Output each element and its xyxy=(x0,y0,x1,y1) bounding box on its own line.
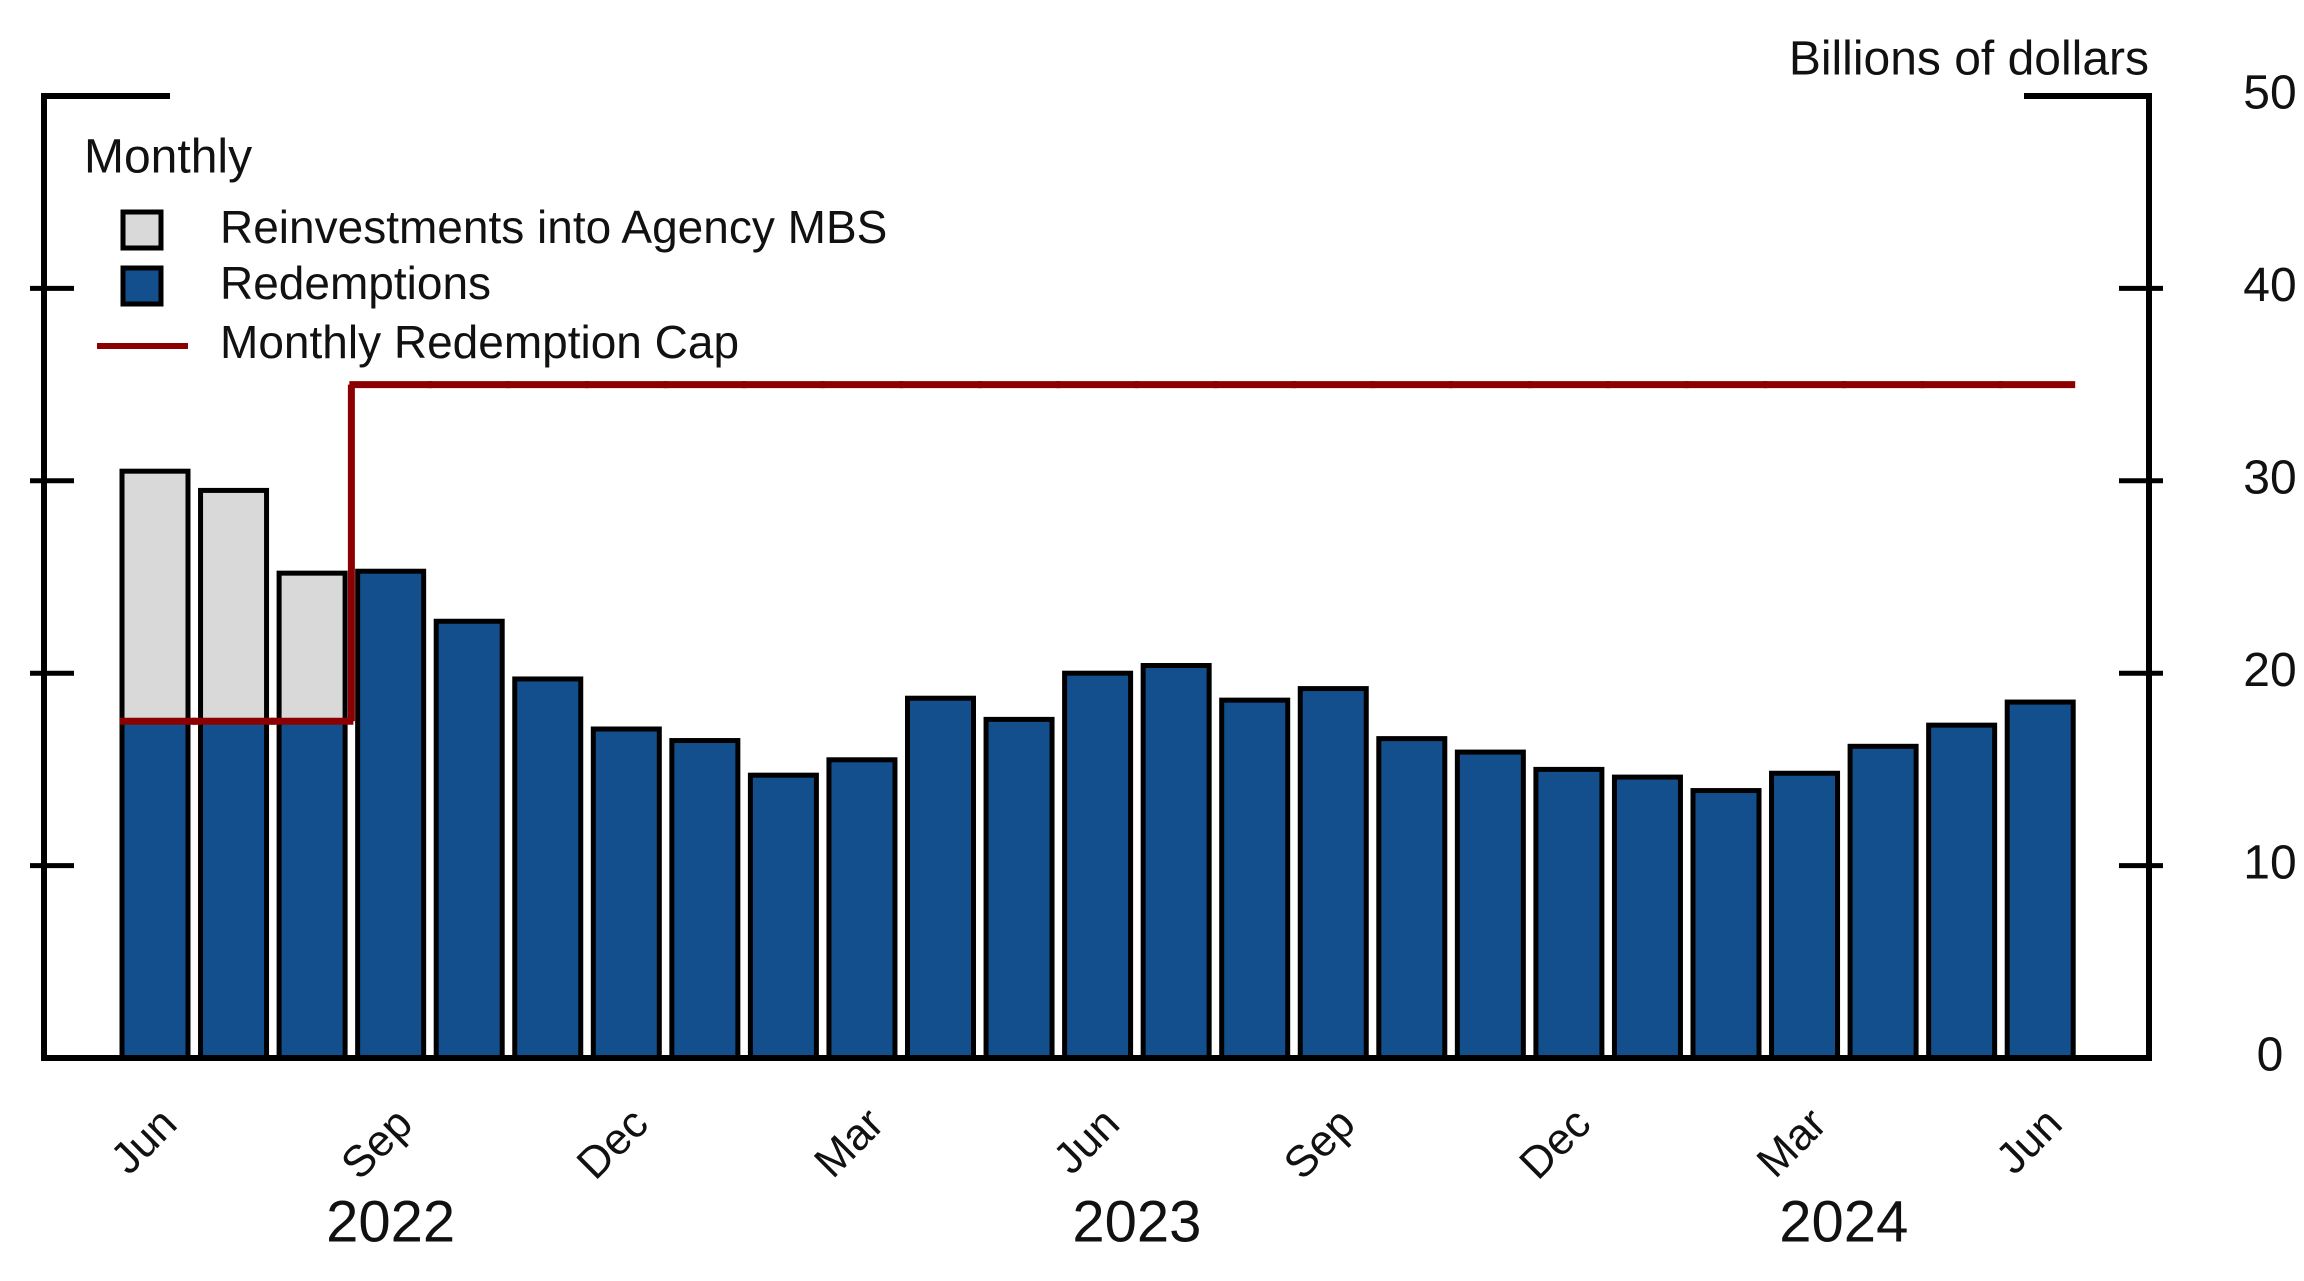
bar xyxy=(1219,697,1291,1061)
bar xyxy=(1533,766,1605,1061)
legend-title: Monthly xyxy=(84,131,252,184)
bar xyxy=(1769,770,1841,1061)
bar xyxy=(355,568,427,1061)
x-tick-label: Jun xyxy=(101,1099,186,1184)
axis-label: Billions of dollars xyxy=(1789,33,2149,86)
bar xyxy=(119,718,191,1061)
bar xyxy=(905,695,976,1061)
y-tick-label: 10 xyxy=(2243,836,2296,889)
x-tick-label: Sep xyxy=(332,1099,422,1189)
x-tick-label: Dec xyxy=(568,1099,658,1189)
legend: Reinvestments into Agency MBS Redemption… xyxy=(97,201,887,368)
y-tick-label: 0 xyxy=(2257,1029,2284,1082)
year-label: 2022 xyxy=(326,1189,455,1254)
bar xyxy=(669,738,741,1061)
bar xyxy=(276,718,348,1061)
bar xyxy=(747,772,819,1061)
bar xyxy=(2004,699,2076,1061)
x-tick-label: Dec xyxy=(1510,1099,1600,1189)
x-tick-label: Jun xyxy=(1987,1099,2072,1184)
bar xyxy=(276,570,348,724)
x-tick-label: Mar xyxy=(1748,1099,1836,1187)
frame xyxy=(41,93,2152,1058)
legend-swatch xyxy=(120,265,164,307)
bar xyxy=(433,618,505,1061)
y-tick-label: 50 xyxy=(2243,67,2296,120)
bar xyxy=(1297,686,1369,1061)
bar xyxy=(1140,663,1212,1061)
legend-swatch xyxy=(120,209,164,251)
bar xyxy=(590,726,662,1061)
legend-label: Redemptions xyxy=(220,257,491,309)
bar xyxy=(512,676,584,1061)
year-label: 2023 xyxy=(1072,1189,1201,1254)
bar xyxy=(198,487,270,724)
x-tick-label: Sep xyxy=(1275,1099,1365,1189)
bar xyxy=(1062,670,1134,1061)
y-tick-label: 30 xyxy=(2243,451,2296,504)
legend-label: Monthly Redemption Cap xyxy=(220,316,739,368)
bar xyxy=(1454,749,1526,1061)
bar xyxy=(198,718,270,1061)
bar xyxy=(119,468,191,724)
bar xyxy=(1847,743,1919,1061)
bar xyxy=(983,716,1055,1061)
x-tick-label: Mar xyxy=(805,1099,893,1187)
bar xyxy=(1611,774,1683,1061)
bar xyxy=(1690,788,1762,1061)
bar xyxy=(1926,722,1998,1061)
year-label: 2024 xyxy=(1779,1189,1908,1254)
bar xyxy=(1376,736,1448,1061)
legend-label: Reinvestments into Agency MBS xyxy=(220,201,887,253)
x-tick-label: Jun xyxy=(1044,1099,1129,1184)
y-tick-label: 20 xyxy=(2243,644,2296,697)
y-tick-label: 40 xyxy=(2243,259,2296,312)
bar xyxy=(826,757,898,1061)
